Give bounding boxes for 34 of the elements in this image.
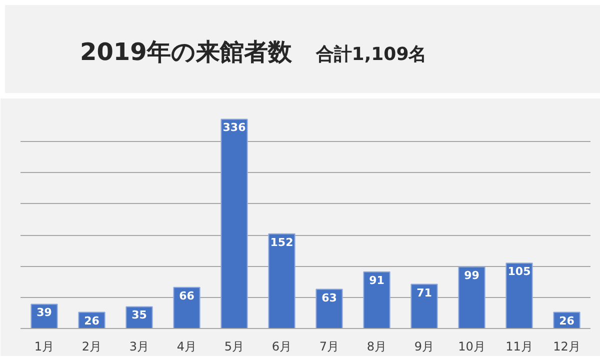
bar xyxy=(363,271,390,328)
bar xyxy=(506,262,533,328)
data-label: 26 xyxy=(84,314,100,328)
chart-title: 2019年の来館者数 xyxy=(80,38,292,66)
chart-subtitle: 合計1,109名 xyxy=(316,44,427,65)
x-tick-label: 5月 xyxy=(224,340,244,354)
bar xyxy=(268,233,296,328)
x-tick-label: 10月 xyxy=(458,340,486,354)
x-tick-label: 11月 xyxy=(506,340,533,354)
x-tick-label: 12月 xyxy=(553,340,580,354)
bar xyxy=(316,288,343,328)
data-label: 152 xyxy=(270,236,294,249)
x-tick-label: 3月 xyxy=(129,340,150,354)
data-label: 105 xyxy=(508,265,531,278)
x-tick-label: 1月 xyxy=(34,340,54,354)
data-label: 26 xyxy=(559,314,575,328)
data-label: 71 xyxy=(416,286,432,300)
x-tick-label: 4月 xyxy=(176,340,197,354)
data-label: 66 xyxy=(179,289,195,302)
data-label: 91 xyxy=(369,274,384,287)
data-label: 35 xyxy=(132,308,147,322)
x-tick-label: 2月 xyxy=(82,340,102,354)
data-label: 99 xyxy=(464,268,480,282)
data-label: 336 xyxy=(222,121,246,134)
bar xyxy=(410,284,438,328)
data-label: 63 xyxy=(322,291,337,304)
x-tick-label: 7月 xyxy=(319,340,340,354)
bar xyxy=(458,266,486,328)
data-label: 39 xyxy=(36,306,52,320)
bar xyxy=(220,118,248,328)
x-tick-label: 9月 xyxy=(414,340,434,354)
x-tick-label: 8月 xyxy=(366,340,387,354)
x-tick-label: 6月 xyxy=(272,340,292,354)
bar xyxy=(173,286,200,328)
